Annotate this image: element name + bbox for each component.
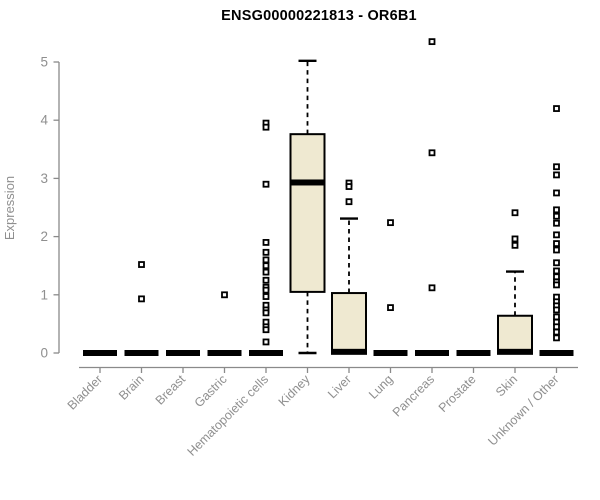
outlier-point — [511, 209, 519, 217]
outlier-point — [553, 267, 560, 275]
x-tick-label: Liver — [325, 372, 354, 401]
boxplot-box-unknown-other — [539, 350, 574, 356]
outlier-point — [553, 246, 560, 254]
chart-title: ENSG00000221813 - OR6B1 — [221, 8, 417, 24]
x-tick-label: Kidney — [276, 372, 313, 409]
outlier-point — [553, 171, 560, 179]
x-tick-label: Unknown / Other — [485, 372, 561, 448]
x-tick-label: Skin — [493, 372, 520, 399]
y-tick-label: 3 — [40, 171, 48, 186]
outlier-point — [138, 261, 145, 268]
outlier-point — [262, 286, 270, 294]
outlier-point — [553, 259, 560, 267]
outlier-point — [553, 313, 560, 321]
outlier-point — [553, 189, 560, 197]
boxplot-box-kidney — [289, 133, 326, 293]
median-line — [497, 348, 533, 355]
x-tick-label: Gastric — [192, 372, 230, 410]
y-axis-title: Expression — [2, 176, 17, 240]
outlier-point — [511, 235, 519, 243]
boxplot-box-pancreas — [415, 350, 449, 356]
median-line — [289, 179, 326, 186]
outlier-point — [428, 38, 436, 46]
x-tick-label: Breast — [153, 372, 189, 408]
outlier-point — [553, 306, 560, 314]
outlier-point — [345, 183, 353, 190]
y-tick-label: 5 — [40, 55, 48, 70]
outlier-point — [553, 323, 560, 331]
boxplot-box-brain — [124, 350, 159, 356]
outlier-point — [262, 326, 270, 334]
x-tick-label: Pancreas — [390, 372, 437, 419]
boxplot-box-prostate — [456, 350, 491, 356]
boxplot-box-skin — [497, 314, 533, 355]
boxplot-box-gastric — [207, 350, 242, 356]
outlier-point — [553, 206, 560, 214]
outlier-point — [553, 334, 560, 342]
outlier-point — [262, 239, 270, 246]
outlier-point — [553, 231, 560, 239]
outlier-point — [345, 198, 353, 206]
outlier-point — [553, 281, 560, 289]
outlier-point — [262, 256, 270, 264]
outlier-point — [553, 219, 560, 227]
boxplot-box-liver — [331, 292, 367, 354]
boxplot-box-lung — [373, 350, 408, 356]
boxplot-box-breast — [166, 350, 200, 356]
y-tick-label: 2 — [40, 229, 48, 244]
outlier-point — [262, 262, 270, 270]
outlier-point — [262, 293, 270, 300]
outlier-point — [387, 304, 394, 312]
median-line — [331, 348, 367, 355]
outlier-point — [553, 105, 560, 112]
outlier-point — [262, 248, 270, 256]
x-tick-label: Brain — [116, 372, 147, 403]
outlier-point — [553, 240, 560, 247]
x-tick-label: Prostate — [436, 372, 479, 415]
x-tick-label: Hematopoietic cells — [185, 372, 272, 459]
outlier-point — [262, 309, 270, 317]
outlier-point — [262, 268, 270, 276]
outlier-point — [511, 241, 519, 249]
outlier-point — [262, 123, 270, 131]
x-tick-label: Lung — [366, 372, 396, 402]
outlier-point — [553, 212, 560, 220]
outlier-point — [262, 276, 270, 284]
outlier-point — [553, 328, 560, 336]
outlier-point — [262, 180, 270, 188]
y-tick-label: 4 — [40, 113, 48, 128]
outlier-point — [262, 338, 270, 346]
outlier-point — [138, 295, 145, 303]
y-tick-label: 0 — [40, 346, 48, 361]
boxplot-box-hematopoietic-cells — [249, 350, 283, 356]
outlier-point — [553, 163, 560, 171]
outlier-point — [428, 284, 436, 292]
y-tick-label: 1 — [40, 287, 48, 302]
x-tick-label: Bladder — [65, 372, 105, 412]
outlier-point — [387, 219, 394, 227]
outlier-point — [221, 291, 228, 299]
outlier-point — [428, 149, 436, 157]
outlier-point — [553, 273, 560, 281]
boxplot-box-bladder — [83, 350, 117, 356]
